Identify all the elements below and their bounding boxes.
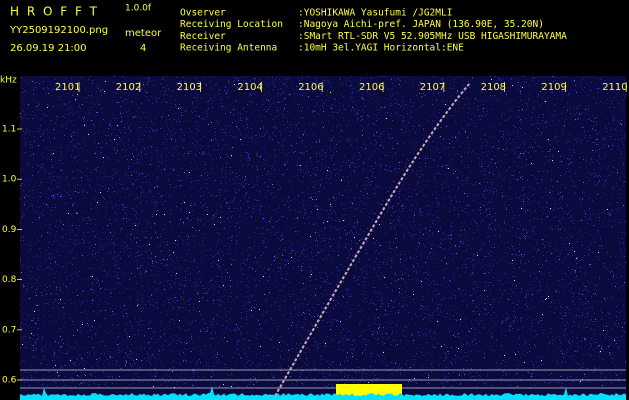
time-label: 2102 (116, 82, 141, 93)
unit: kHz (0, 76, 17, 86)
time-label: 2103 (177, 82, 202, 93)
app-name: H R O F F T (10, 5, 99, 19)
info-label: Receiving Antenna (180, 43, 277, 54)
freq-label: 0.9 (2, 225, 17, 235)
info-value: :YOSHIKAWA Yasufumi /JG2MLI (298, 8, 452, 19)
time-label: 2101 (55, 82, 80, 93)
freq-label: 0.7 (2, 325, 16, 335)
time-label: 2106 (359, 82, 384, 93)
file-name: YY2509192100.png (9, 25, 108, 36)
freq-label: 1.0 (2, 175, 17, 185)
time-label: 2106 (298, 82, 323, 93)
time-label: 2110 (602, 82, 627, 93)
signal-level (20, 385, 626, 400)
info-label: Receiving Location (180, 19, 283, 30)
freq-label: 0.8 (2, 275, 17, 285)
time-label: 2107 (420, 82, 445, 93)
info-value: :SMart RTL-SDR V5 52.905MHz USB HIGASHIM… (298, 31, 567, 42)
count: 4 (140, 43, 146, 54)
freq-label: 0.6 (2, 376, 17, 386)
info-value: :Nagoya Aichi-pref. JAPAN (136.90E, 35.2… (298, 19, 544, 30)
mode: meteor (125, 28, 162, 39)
info-label: Receiver (180, 31, 226, 42)
freq-label: 1.1 (2, 125, 16, 135)
version: 1.0.0f (125, 4, 152, 14)
time-label: 2108 (481, 82, 506, 93)
noise (20, 76, 626, 388)
noise-dots (20, 76, 626, 388)
info-label: Ovserver (180, 8, 226, 19)
info-value: :10mH 3el.YAGI Horizontal:ENE (298, 43, 464, 54)
time-label: 2104 (237, 82, 262, 93)
meteor-trail (274, 82, 471, 397)
time-label: 2109 (541, 82, 566, 93)
datetime: 26.09.19 21:00 (10, 43, 87, 54)
